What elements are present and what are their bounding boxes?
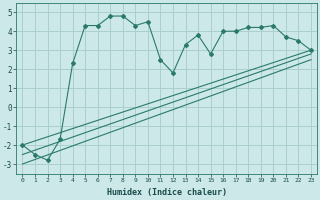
X-axis label: Humidex (Indice chaleur): Humidex (Indice chaleur) xyxy=(107,188,227,197)
